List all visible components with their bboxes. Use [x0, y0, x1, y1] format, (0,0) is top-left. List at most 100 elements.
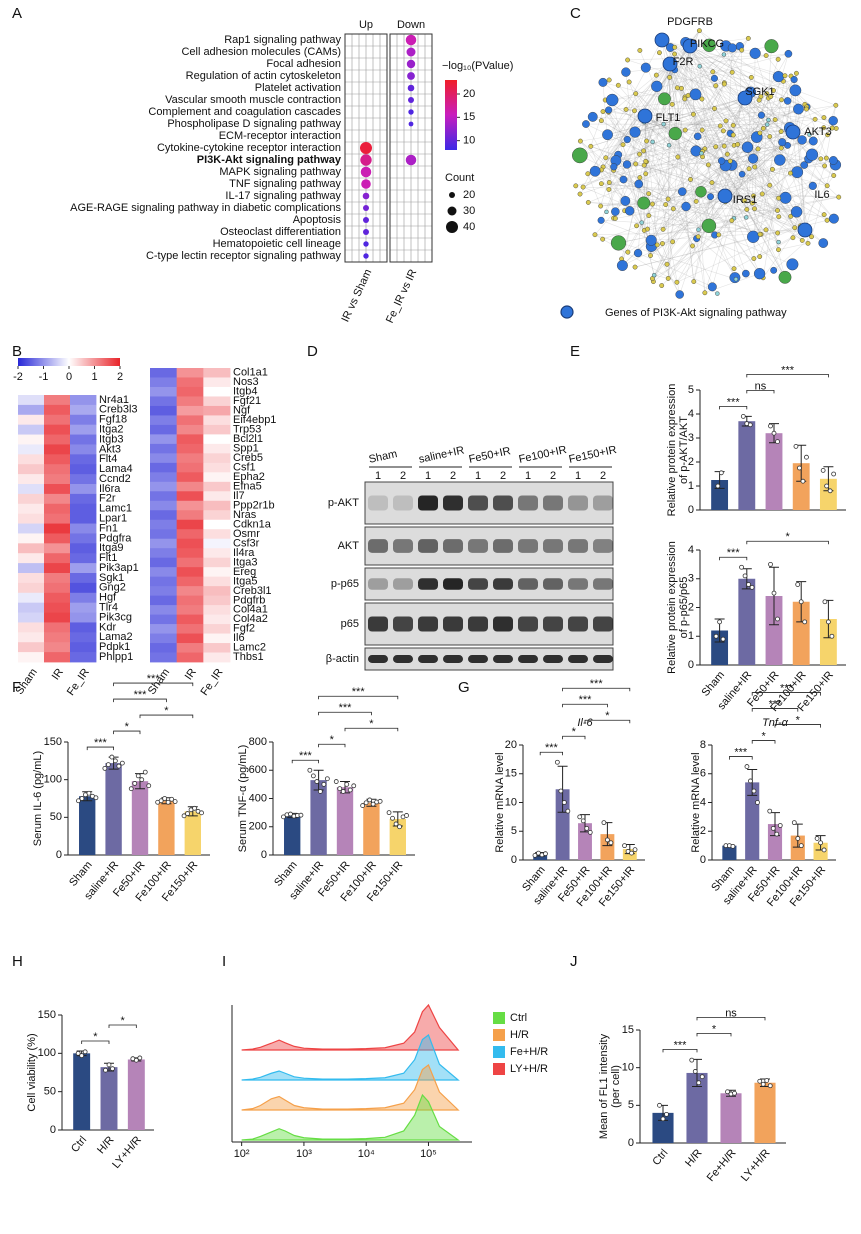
- hub-node: [637, 108, 653, 124]
- heat-cell: [176, 396, 204, 407]
- column-header: Down: [397, 19, 425, 31]
- network-node: [663, 202, 669, 207]
- network-edge: [650, 45, 691, 256]
- significance-bracket: [746, 374, 829, 378]
- heat-cell: [18, 424, 45, 435]
- heat-cell: [70, 652, 97, 663]
- lane-label: 2: [550, 470, 556, 482]
- network-node: [788, 170, 793, 176]
- network-node: [750, 200, 755, 206]
- heat-cell: [70, 503, 97, 515]
- y-tick-label: 15: [622, 1024, 634, 1036]
- network-edge: [731, 144, 738, 221]
- network-node: [721, 52, 727, 57]
- heat-cell: [70, 602, 97, 613]
- network-node: [756, 97, 762, 103]
- data-point: [804, 454, 809, 460]
- data-point: [390, 815, 395, 821]
- network-edge: [669, 63, 754, 237]
- data-point: [713, 633, 719, 639]
- y-axis-label: of p-p65/p65: [678, 577, 690, 639]
- blot-strip: [364, 481, 614, 525]
- network-edge: [725, 201, 778, 234]
- y-axis-label: (per cell): [610, 1065, 622, 1108]
- network-node: [766, 117, 771, 123]
- significance-label: ***: [299, 750, 313, 762]
- heat-cell: [150, 510, 178, 521]
- data-point: [774, 831, 780, 837]
- heat-cell: [150, 405, 178, 416]
- legend-label: Ctrl: [510, 1012, 527, 1024]
- y-tick-label: 10: [505, 796, 517, 808]
- y-tick-label: 4: [700, 796, 706, 808]
- x-tick-label: 10⁵: [420, 1148, 437, 1160]
- network-edge: [608, 112, 628, 165]
- network-edge: [689, 45, 706, 293]
- heat-cell: [44, 395, 71, 406]
- significance-label: ***: [545, 742, 559, 754]
- network-edge: [585, 123, 768, 125]
- network-node: [792, 225, 798, 231]
- network-edge: [615, 165, 726, 212]
- heat-cell: [18, 642, 45, 653]
- heat-cell: [18, 553, 45, 564]
- heat-cell: [70, 563, 97, 574]
- heat-cell: [203, 415, 231, 426]
- significance-label: *: [369, 718, 374, 730]
- network-node: [717, 123, 723, 129]
- protein-label: p-AKT: [328, 497, 359, 509]
- network-node: [632, 108, 637, 114]
- significance-bracket: [108, 1024, 137, 1029]
- network-edge: [639, 63, 671, 178]
- network-node: [695, 186, 707, 198]
- size-label: 20: [463, 189, 475, 201]
- network-node: [805, 148, 819, 161]
- heat-cell: [44, 484, 71, 495]
- significance-bracket: [344, 727, 399, 732]
- network-edge: [638, 183, 666, 205]
- data-point: [584, 825, 590, 831]
- density-area: [241, 1034, 460, 1081]
- network-node: [588, 143, 594, 149]
- heat-cell: [70, 414, 97, 426]
- band: [593, 616, 613, 632]
- network-node: [742, 198, 747, 204]
- band: [418, 655, 438, 663]
- band: [393, 578, 413, 590]
- network-node: [742, 269, 750, 278]
- y-tick-label: 0: [56, 849, 62, 861]
- y-tick-label: 10: [622, 1062, 634, 1074]
- network-edge: [702, 125, 721, 131]
- network-node: [828, 213, 839, 224]
- heat-cell: [176, 576, 204, 587]
- network-node: [606, 77, 612, 83]
- heat-cell: [70, 582, 97, 594]
- network-node: [778, 129, 784, 134]
- significance-label: ***: [590, 678, 604, 690]
- heat-cell: [150, 377, 178, 388]
- network-edge: [750, 79, 795, 93]
- pathway-label: Platelet activation: [255, 82, 341, 94]
- dot: [363, 217, 369, 223]
- network-node: [660, 241, 665, 246]
- gene-label: Trp53: [233, 424, 261, 436]
- network-node: [598, 77, 608, 87]
- network-edge: [590, 146, 616, 212]
- data-point: [347, 787, 353, 793]
- gene-label: Pdgfrb: [233, 594, 265, 606]
- gene-label: Itgb3: [99, 433, 123, 445]
- network-edge: [653, 131, 794, 276]
- network-node: [637, 196, 651, 210]
- data-point: [109, 754, 115, 760]
- network-edge: [644, 196, 839, 231]
- network-node: [783, 97, 792, 105]
- heat-cell: [176, 538, 204, 549]
- gene-label: Creb3l1: [233, 585, 272, 597]
- network-edge: [662, 131, 782, 230]
- network-edge: [590, 111, 604, 147]
- significance-bracket: [696, 1032, 732, 1037]
- gene-label: Lama4: [99, 463, 133, 475]
- network-node: [729, 218, 735, 223]
- y-axis-label: Serum IL-6 (pg/mL): [32, 751, 44, 846]
- y-tick-label: 4: [688, 544, 694, 556]
